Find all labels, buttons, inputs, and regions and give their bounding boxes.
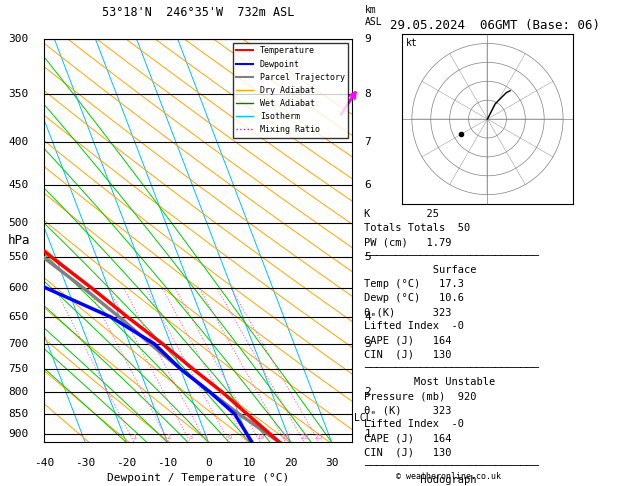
Text: 9: 9: [365, 34, 371, 44]
Text: kt: kt: [406, 38, 418, 48]
Text: 1: 1: [132, 434, 136, 440]
Text: 30: 30: [325, 458, 338, 469]
Text: 450: 450: [8, 180, 29, 190]
Text: © weatheronline.co.uk: © weatheronline.co.uk: [396, 472, 501, 481]
Text: 6: 6: [365, 180, 371, 190]
Text: 700: 700: [8, 339, 29, 349]
Text: 750: 750: [8, 364, 29, 374]
Text: 8: 8: [245, 434, 248, 440]
Text: 800: 800: [8, 387, 29, 397]
Text: -40: -40: [34, 458, 54, 469]
Text: 550: 550: [8, 252, 29, 262]
Text: 8: 8: [365, 89, 371, 99]
Text: 500: 500: [8, 218, 29, 228]
Text: Dewpoint / Temperature (°C): Dewpoint / Temperature (°C): [107, 472, 289, 483]
Text: K         25
Totals Totals  50
PW (cm)   1.79
────────────────────────────
     : K 25 Totals Totals 50 PW (cm) 1.79 ─────…: [364, 209, 539, 486]
Text: 4: 4: [365, 312, 371, 322]
Text: 2: 2: [167, 434, 171, 440]
Text: 900: 900: [8, 429, 29, 439]
Text: -20: -20: [116, 458, 136, 469]
Text: 53°18'N  246°35'W  732m ASL: 53°18'N 246°35'W 732m ASL: [102, 6, 294, 18]
Legend: Temperature, Dewpoint, Parcel Trajectory, Dry Adiabat, Wet Adiabat, Isotherm, Mi: Temperature, Dewpoint, Parcel Trajectory…: [233, 43, 348, 138]
Text: 3: 3: [365, 339, 371, 349]
Text: 20: 20: [284, 458, 298, 469]
Text: 0: 0: [205, 458, 212, 469]
Text: 10: 10: [243, 458, 256, 469]
Text: LCL: LCL: [354, 413, 372, 423]
Text: 20: 20: [300, 434, 309, 440]
Text: 5: 5: [365, 252, 371, 262]
Text: 600: 600: [8, 283, 29, 294]
Text: 4: 4: [204, 434, 208, 440]
Text: 650: 650: [8, 312, 29, 322]
Text: 3: 3: [188, 434, 192, 440]
Text: 850: 850: [8, 409, 29, 419]
Text: 25: 25: [315, 434, 323, 440]
Text: 7: 7: [365, 138, 371, 147]
Text: 10: 10: [256, 434, 264, 440]
Text: 1: 1: [365, 429, 371, 439]
Text: 2: 2: [365, 387, 371, 397]
Text: 29.05.2024  06GMT (Base: 06): 29.05.2024 06GMT (Base: 06): [390, 19, 600, 33]
Text: -10: -10: [157, 458, 177, 469]
Text: 15: 15: [281, 434, 290, 440]
Text: 300: 300: [8, 34, 29, 44]
Text: -30: -30: [75, 458, 95, 469]
Text: km
ASL: km ASL: [365, 5, 382, 27]
Text: hPa: hPa: [8, 234, 31, 247]
Text: 350: 350: [8, 89, 29, 99]
Text: 400: 400: [8, 138, 29, 147]
Text: 6: 6: [227, 434, 231, 440]
